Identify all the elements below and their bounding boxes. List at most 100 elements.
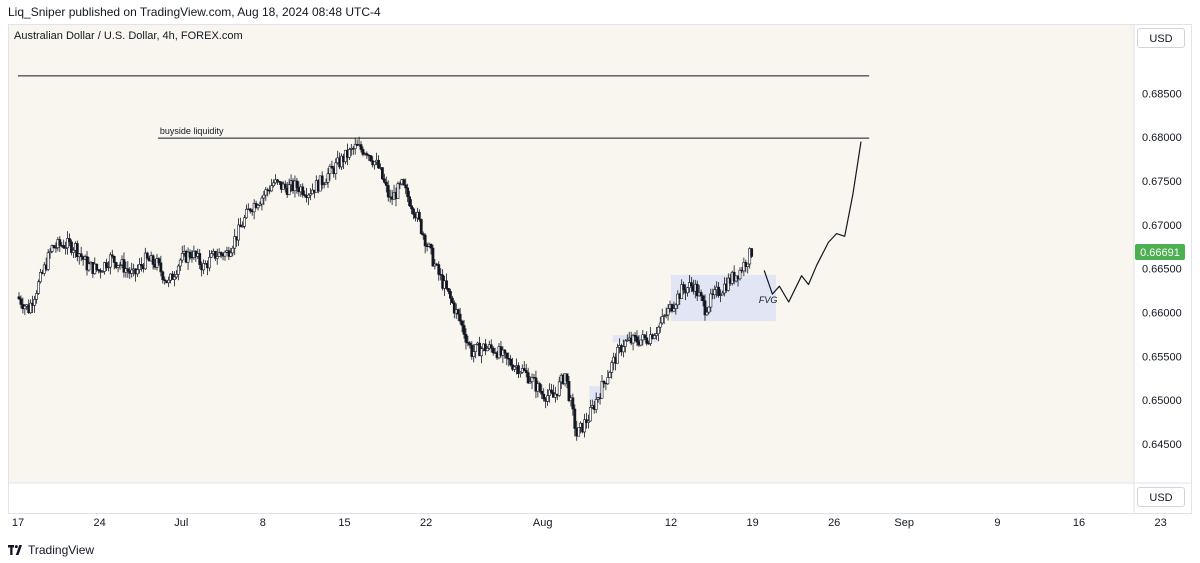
footer-brand[interactable]: TradingView bbox=[8, 541, 94, 559]
candle-body bbox=[46, 252, 50, 270]
candle-body bbox=[489, 344, 493, 349]
candle-body bbox=[649, 334, 652, 344]
candle-body bbox=[54, 247, 58, 249]
candle-body bbox=[586, 420, 590, 423]
candle-body bbox=[108, 254, 112, 268]
candle-body bbox=[328, 165, 332, 175]
candle-body bbox=[87, 263, 91, 271]
candle-body bbox=[653, 335, 656, 339]
time-tick-label: 23 bbox=[1155, 517, 1167, 529]
candle-body bbox=[66, 238, 69, 249]
annotation-lines-layer: buyside liquidity bbox=[18, 75, 870, 139]
candle-body bbox=[664, 314, 668, 317]
candle-body bbox=[423, 234, 427, 247]
candle-body bbox=[209, 253, 213, 258]
imbalance-zone bbox=[589, 386, 601, 401]
publisher-line: Liq_Sniper published on TradingView.com,… bbox=[8, 5, 381, 19]
candle-body bbox=[303, 194, 307, 196]
candle-body bbox=[509, 358, 513, 366]
candle-body bbox=[330, 165, 334, 169]
candle-body bbox=[215, 256, 219, 259]
last-price-badge-layer: 0.66691 bbox=[1135, 243, 1185, 260]
candle-body bbox=[138, 264, 141, 270]
price-tick-label: 0.64500 bbox=[1142, 439, 1182, 451]
buyside-liquidity-label: buyside liquidity bbox=[160, 126, 224, 136]
price-tick-label: 0.68500 bbox=[1142, 88, 1182, 100]
candle-body bbox=[540, 390, 544, 395]
candle-body bbox=[23, 305, 27, 310]
candle-body bbox=[682, 284, 686, 291]
candle-body bbox=[272, 182, 275, 187]
candle-body bbox=[655, 333, 658, 336]
candle-body bbox=[75, 243, 79, 258]
currency-scale-button-top[interactable]: USD bbox=[1137, 28, 1185, 48]
candle-body bbox=[248, 208, 252, 212]
last-price-badge bbox=[1135, 243, 1185, 260]
candle-body bbox=[474, 344, 478, 352]
candle-body bbox=[122, 259, 126, 273]
candle-body bbox=[373, 161, 377, 166]
candle-body bbox=[689, 282, 693, 287]
candle-body bbox=[64, 247, 68, 249]
candle-body bbox=[639, 339, 643, 346]
time-tick-label: 24 bbox=[93, 517, 105, 529]
candle-body bbox=[324, 182, 328, 185]
candle-body bbox=[717, 286, 721, 296]
candle-body bbox=[635, 336, 639, 343]
candle-body bbox=[705, 311, 709, 316]
candle-body bbox=[369, 155, 373, 162]
time-tick-label: 12 bbox=[665, 517, 677, 529]
candle-body bbox=[548, 389, 551, 396]
candle-body bbox=[577, 427, 581, 437]
imbalance-zone bbox=[612, 335, 648, 339]
candle-body bbox=[656, 326, 660, 334]
candle-body bbox=[359, 144, 363, 150]
candle-body bbox=[610, 362, 614, 373]
footer-brand-label: TradingView bbox=[28, 543, 95, 557]
time-tick-label: 9 bbox=[994, 517, 1000, 529]
candle-body bbox=[208, 256, 211, 269]
candle-body bbox=[283, 183, 287, 189]
candle-body bbox=[631, 334, 635, 344]
candle-body bbox=[295, 180, 299, 188]
candle-body bbox=[437, 264, 441, 275]
candle-body bbox=[381, 167, 384, 180]
candle-body bbox=[410, 205, 413, 210]
candle-body bbox=[643, 334, 647, 339]
last-price-label: 0.66691 bbox=[1140, 247, 1180, 259]
candle-body bbox=[157, 258, 161, 264]
candle-body bbox=[114, 262, 118, 268]
candle-body bbox=[48, 251, 52, 254]
time-tick-label: Aug bbox=[533, 517, 553, 529]
candle-body bbox=[719, 294, 722, 297]
candle-body bbox=[726, 277, 730, 291]
candle-body bbox=[243, 217, 246, 227]
candle-body bbox=[608, 372, 612, 378]
candlestick-chart[interactable]: Australian Dollar / U.S. Dollar, 4h, FOR… bbox=[8, 24, 1192, 536]
candle-body bbox=[176, 265, 180, 275]
price-tick-label: 0.67000 bbox=[1142, 220, 1182, 232]
candle-body bbox=[50, 245, 54, 252]
candle-body bbox=[151, 255, 155, 265]
candle-body bbox=[382, 178, 386, 183]
currency-scale-button-bottom[interactable]: USD bbox=[1137, 487, 1185, 507]
candle-body bbox=[19, 298, 23, 305]
candle-body bbox=[38, 272, 42, 283]
candle-body bbox=[750, 248, 754, 257]
candle-body bbox=[703, 300, 707, 316]
candle-body bbox=[707, 306, 711, 313]
candle-body bbox=[557, 381, 561, 396]
candle-body bbox=[396, 183, 400, 199]
time-tick-label: Jul bbox=[174, 517, 188, 529]
candle-body bbox=[365, 153, 369, 156]
candle-body bbox=[746, 263, 750, 267]
candle-body bbox=[408, 196, 412, 207]
price-axis-labels: 0.68500 0.68000 0.67500 0.67000 0.66500 0.660… bbox=[1142, 88, 1182, 451]
candle-body bbox=[237, 224, 240, 241]
candle-body bbox=[517, 365, 520, 375]
candle-body bbox=[660, 316, 664, 324]
candle-body bbox=[112, 256, 116, 263]
candle-body bbox=[97, 269, 101, 271]
time-tick-label: 17 bbox=[12, 517, 24, 529]
candle-body bbox=[188, 251, 192, 258]
